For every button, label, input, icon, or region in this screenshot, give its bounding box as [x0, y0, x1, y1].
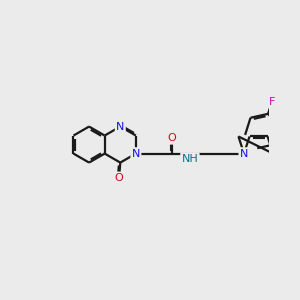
Text: O: O: [167, 133, 176, 143]
Text: F: F: [269, 97, 275, 107]
Text: O: O: [115, 173, 124, 183]
Text: N: N: [240, 148, 248, 159]
Text: NH: NH: [182, 154, 198, 164]
Text: N: N: [116, 122, 124, 132]
Text: N: N: [132, 148, 140, 159]
